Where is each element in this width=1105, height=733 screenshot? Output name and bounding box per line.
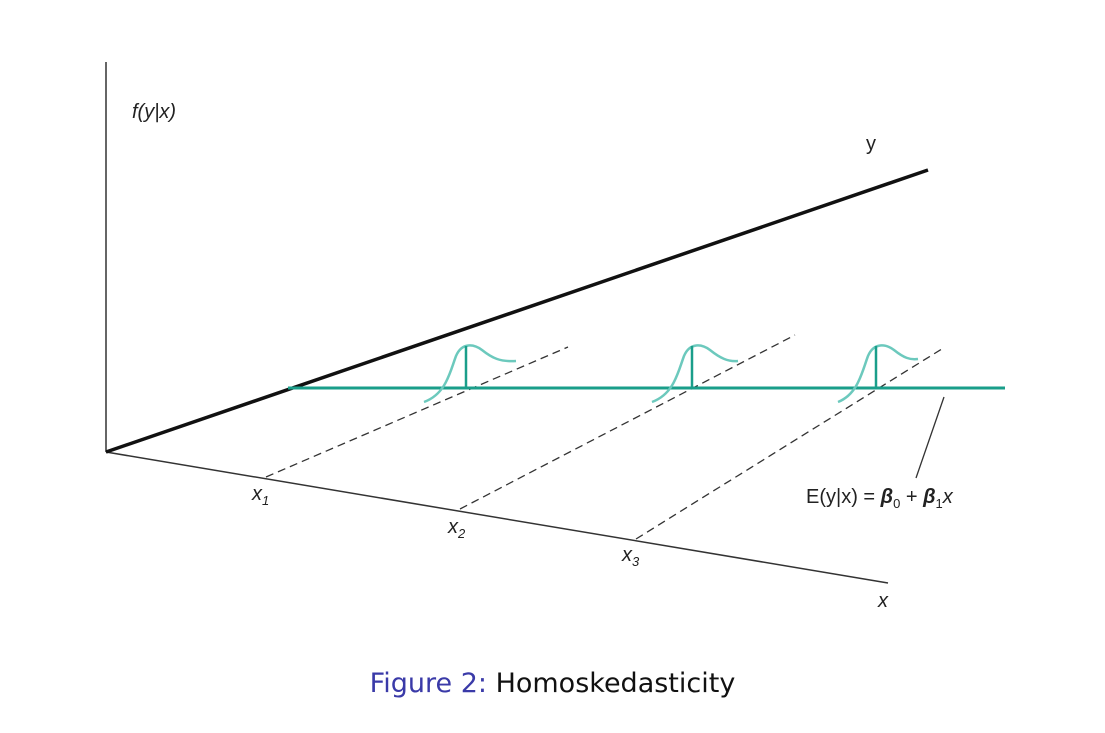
x-tick-1: x1 bbox=[251, 483, 269, 508]
x-axis-label: x bbox=[877, 590, 889, 612]
dashed-line-x1 bbox=[265, 346, 569, 478]
dashed-line-x2 bbox=[459, 334, 796, 510]
density-curve-x3 bbox=[837, 344, 919, 404]
x-axis bbox=[105, 451, 889, 584]
figure-label: Figure 2: bbox=[369, 668, 487, 699]
figure-caption: Figure 2: Homoskedasticity bbox=[0, 668, 1105, 699]
figure-title: Homoskedasticity bbox=[495, 668, 736, 699]
x-tick-2: x2 bbox=[447, 516, 466, 541]
density-curve-x1 bbox=[423, 344, 517, 404]
density-curve-x2 bbox=[651, 344, 739, 404]
y-axis-label: y bbox=[866, 133, 876, 155]
x-tick-3: x3 bbox=[621, 544, 640, 569]
dashed-line-x3 bbox=[635, 346, 946, 540]
regression-label: E(y|x) = β0 + β1x bbox=[806, 486, 954, 511]
vertical-axis-label: f(y|x) bbox=[132, 101, 176, 123]
regression-label-pointer bbox=[915, 396, 945, 479]
y-axis bbox=[105, 168, 929, 454]
homoskedasticity-diagram: f(y|x) y x x1 x2 x3 E(y|x) = β0 + β1x bbox=[105, 62, 1005, 612]
